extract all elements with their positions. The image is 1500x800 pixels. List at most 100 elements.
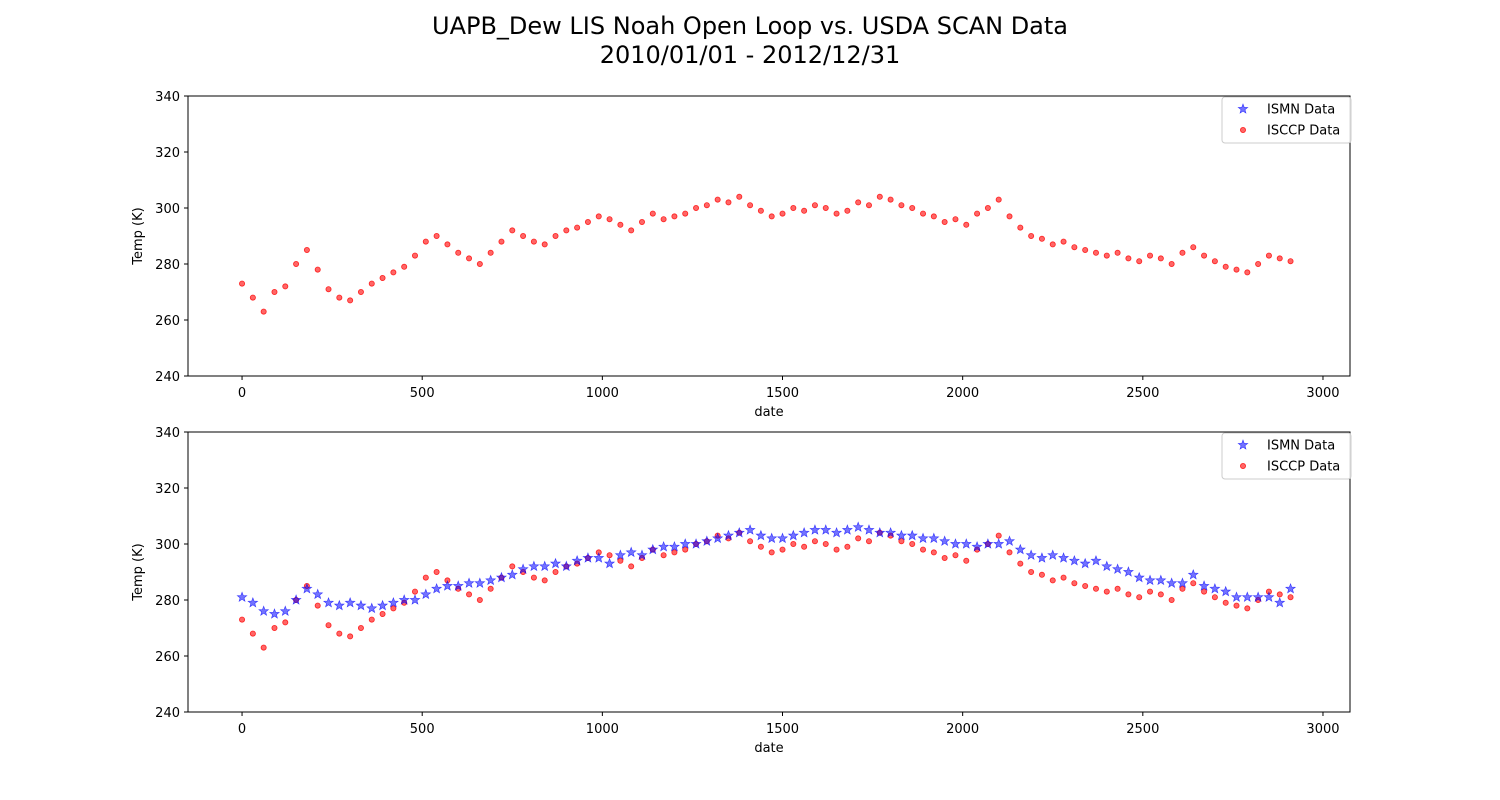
- isccp-data-point: [411, 252, 418, 259]
- y-tick-label: 260: [155, 650, 180, 665]
- isccp-data-point: [1114, 585, 1121, 592]
- ismn-data-point: [247, 596, 259, 608]
- ismn-data-point: [1047, 549, 1059, 560]
- isccp-data-point: [314, 602, 321, 609]
- isccp-data-point: [984, 204, 991, 211]
- isccp-data-point: [1103, 588, 1110, 595]
- x-tick-label: 0: [238, 386, 246, 401]
- ismn-data-point: [603, 557, 616, 569]
- isccp-data-point: [1125, 255, 1132, 262]
- isccp-data-point: [779, 546, 786, 553]
- ismn-data-point: [1176, 577, 1189, 588]
- isccp-data-point: [1157, 255, 1164, 262]
- ismn-data-point: [766, 532, 778, 544]
- isccp-data-point: [303, 246, 310, 253]
- isccp-data-point: [368, 280, 375, 287]
- ismn-data-point: [1241, 591, 1253, 602]
- isccp-data-point: [574, 224, 581, 231]
- ismn-data-point: [1112, 563, 1124, 574]
- ismn-data-point: [895, 529, 907, 541]
- ismn-data-point: [668, 540, 680, 552]
- isccp-data-point: [530, 574, 537, 581]
- isccp-data-point: [1038, 571, 1045, 578]
- x-tick-label: 3000: [1306, 722, 1339, 737]
- isccp-data-point: [887, 196, 894, 203]
- legend-box: [1221, 432, 1352, 480]
- isccp-data-point: [671, 213, 678, 220]
- ismn-data-point: [1003, 535, 1016, 546]
- ismn-data-point: [960, 538, 972, 549]
- isccp-data-point: [379, 274, 386, 281]
- isccp-data-point: [271, 625, 278, 632]
- isccp-data-point: [336, 294, 343, 301]
- isccp-data-point: [682, 210, 689, 217]
- ismn-data-point: [420, 588, 432, 600]
- ismn-data-point: [1144, 574, 1156, 586]
- isccp-data-point: [357, 625, 364, 632]
- isccp-data-point: [703, 202, 710, 209]
- legend-label: ISMN Data: [1267, 103, 1335, 118]
- isccp-data-point: [1082, 583, 1089, 590]
- isccp-data-point: [487, 585, 494, 592]
- ismn-data-point: [593, 552, 605, 563]
- isccp-data-point: [401, 263, 408, 270]
- isccp-data-point: [671, 549, 678, 556]
- y-tick-label: 260: [155, 314, 180, 329]
- isccp-data-point: [865, 538, 872, 545]
- ismn-data-point: [1198, 580, 1210, 591]
- x-tick-label: 500: [410, 722, 435, 737]
- isccp-data-point: [260, 644, 267, 651]
- ismn-data-point: [1209, 582, 1221, 594]
- isccp-data-point: [584, 218, 591, 225]
- isccp-data-point: [801, 207, 808, 214]
- y-axis-label: Temp (K): [131, 543, 146, 601]
- ismn-data-point: [939, 535, 951, 546]
- isccp-data-point: [520, 232, 527, 239]
- legend-label: ISMN Data: [1267, 439, 1335, 454]
- x-tick-label: 1000: [586, 722, 619, 737]
- isccp-data-point: [811, 538, 818, 545]
- isccp-data-point: [541, 577, 548, 584]
- isccp-data-point: [930, 549, 937, 556]
- isccp-data-point: [995, 196, 1002, 203]
- isccp-data-point: [368, 616, 375, 623]
- isccp-data-point: [1168, 260, 1175, 267]
- isccp-data-point: [530, 238, 537, 245]
- isccp-data-point: [1147, 252, 1154, 259]
- ismn-data-point: [279, 605, 291, 616]
- ismn-data-point: [1166, 577, 1178, 588]
- x-tick-label: 3000: [1306, 386, 1339, 401]
- isccp-data-point: [1211, 258, 1218, 265]
- y-tick-label: 240: [155, 706, 180, 721]
- ismn-data-point: [312, 588, 324, 600]
- ismn-data-point: [1122, 566, 1134, 577]
- isccp-data-point: [617, 557, 624, 564]
- isccp-data-point: [541, 241, 548, 248]
- isccp-data-point: [1071, 580, 1078, 587]
- isccp-data-point: [1222, 599, 1229, 606]
- y-tick-label: 340: [155, 90, 180, 105]
- y-tick-label: 320: [155, 146, 180, 161]
- isccp-data-point: [347, 297, 354, 304]
- ismn-data-point: [1187, 568, 1199, 580]
- ismn-data-point: [1014, 543, 1026, 555]
- isccp-data-point: [682, 546, 689, 553]
- x-axis-label: date: [754, 741, 783, 756]
- isccp-data-point: [1157, 591, 1164, 598]
- ismn-data-point: [1284, 582, 1297, 594]
- isccp-data-point: [801, 543, 808, 550]
- ismn-data-point: [485, 574, 497, 586]
- isccp-data-point: [1006, 213, 1013, 220]
- legend: ISMN Data ISCCP Data: [1221, 432, 1352, 480]
- isccp-data-point: [855, 535, 862, 542]
- isccp-data-point: [660, 216, 667, 223]
- isccp-data-point: [865, 202, 872, 209]
- ismn-data-point: [1025, 549, 1037, 560]
- ismn-data-point: [539, 560, 551, 572]
- subplot-top: 0 500 1000 1500 2000 2500 3000 240 260 280 300 320 3…: [131, 90, 1352, 420]
- ismn-data-point: [841, 524, 853, 535]
- isccp-data-point: [476, 260, 483, 267]
- isccp-data-point: [249, 630, 256, 637]
- isccp-data-point: [822, 204, 829, 211]
